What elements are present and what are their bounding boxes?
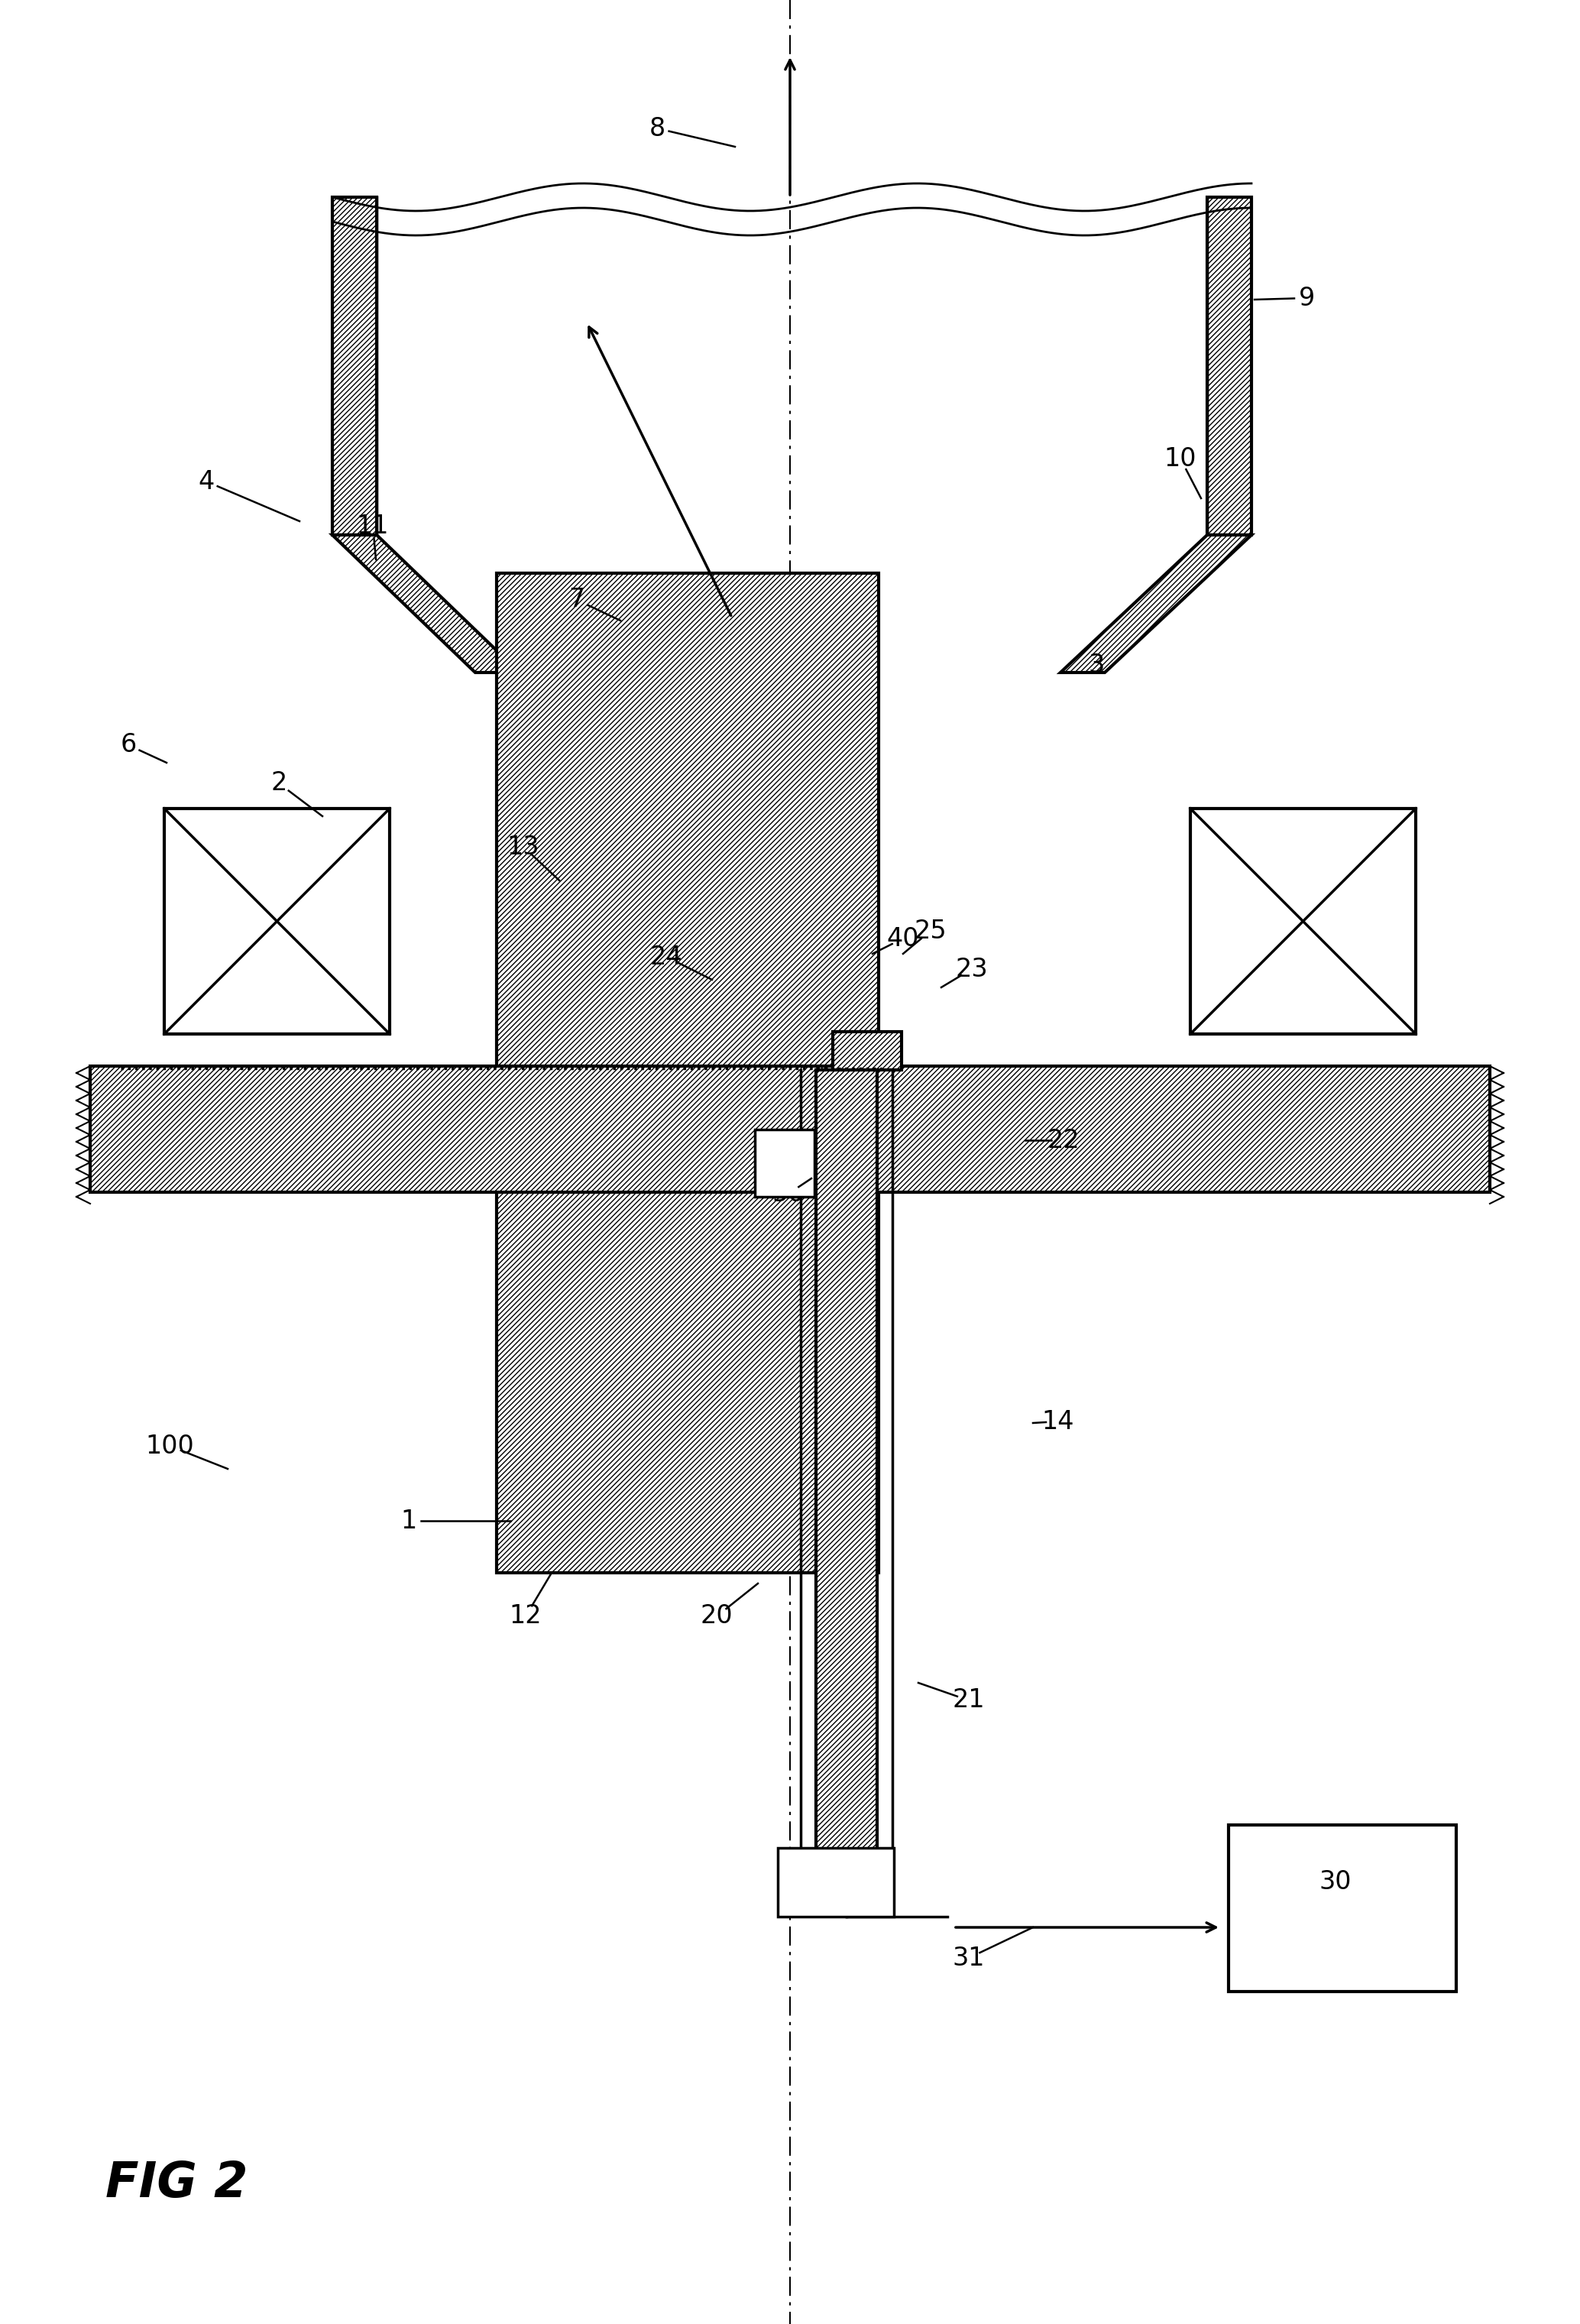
Text: 7: 7 (569, 588, 585, 614)
Text: 6: 6 (120, 732, 136, 758)
Bar (90, 1067, 1490, 1192)
Text: 50: 50 (773, 1181, 804, 1206)
Bar (164, 809, 390, 1034)
Bar (815, 1069, 877, 1850)
Text: 21: 21 (953, 1687, 984, 1713)
Text: FIG 2: FIG 2 (106, 2159, 248, 2208)
Text: 13: 13 (507, 834, 540, 860)
Text: 25: 25 (915, 918, 946, 944)
Text: 24: 24 (649, 944, 683, 969)
Polygon shape (1060, 535, 1251, 672)
Text: 1: 1 (401, 1508, 417, 1534)
Bar (332, 198, 376, 535)
Text: 12: 12 (509, 1604, 542, 1629)
Bar (833, 1032, 902, 1069)
Bar (1207, 198, 1251, 535)
Text: 4: 4 (198, 469, 215, 495)
Text: 40: 40 (886, 925, 920, 951)
Text: 20: 20 (700, 1604, 733, 1629)
Text: 14: 14 (1041, 1408, 1074, 1434)
Bar (496, 574, 878, 1573)
Bar (1190, 809, 1416, 1034)
Bar (1229, 1824, 1457, 1992)
Bar (755, 1129, 814, 1197)
Text: 31: 31 (953, 1945, 984, 1971)
Bar (777, 1848, 894, 1917)
Text: 22: 22 (1048, 1127, 1079, 1153)
Text: 30: 30 (1319, 1868, 1352, 1894)
Text: 9: 9 (1299, 286, 1315, 311)
Text: 8: 8 (649, 116, 665, 142)
Text: 11: 11 (357, 514, 389, 539)
Text: 10: 10 (1164, 446, 1196, 472)
Text: 2: 2 (270, 772, 288, 795)
Text: 3: 3 (1089, 653, 1104, 679)
Text: 100: 100 (145, 1434, 194, 1459)
Text: 23: 23 (956, 957, 987, 981)
Polygon shape (332, 535, 520, 672)
